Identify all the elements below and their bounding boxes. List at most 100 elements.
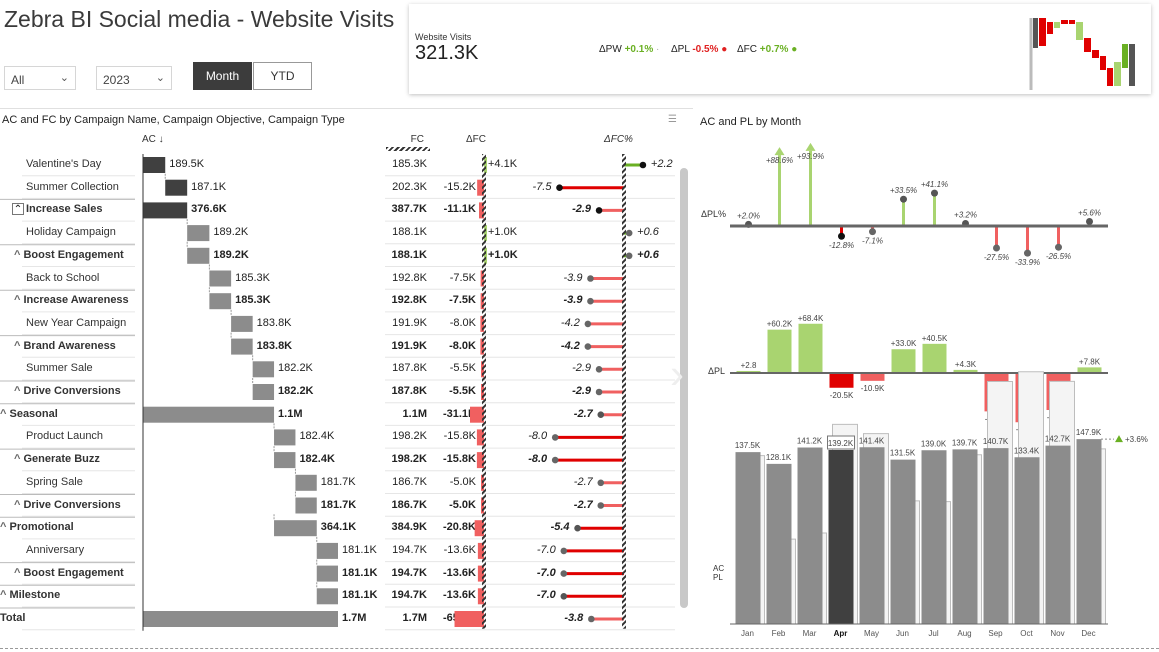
- col-header-ac[interactable]: AC ↓: [142, 134, 164, 145]
- fc-hatch-marker: [386, 147, 430, 151]
- collapse-icon[interactable]: ^: [0, 521, 10, 534]
- campaign-filter-dropdown[interactable]: All ⌄: [4, 66, 76, 90]
- collapse-icon[interactable]: ^: [14, 385, 24, 397]
- collapse-icon[interactable]: ^: [14, 453, 24, 466]
- ac-value-label: 181.1K: [342, 566, 378, 579]
- dfc-value: +4.1K: [488, 158, 518, 170]
- chart-options-icon[interactable]: ☰: [668, 114, 677, 125]
- collapse-icon[interactable]: ^: [14, 566, 24, 579]
- fc-value: 387.7K: [391, 203, 427, 216]
- ac-value-label: 1.1M: [278, 407, 303, 420]
- table-row-group[interactable]: ⌃ Increase Sales 376.6K 387.7K -11.1K -2.9: [0, 199, 675, 221]
- delta-pw: ΔPW +0.1% ·: [599, 44, 660, 55]
- delta-fc-label: ΔFC: [737, 44, 758, 55]
- table-row-group[interactable]: ^ Boost Engagement 189.2K 188.1K +1.0K +0.6: [0, 245, 675, 267]
- dfc-value: -5.0K: [449, 475, 476, 488]
- collapse-icon[interactable]: ^: [14, 294, 24, 307]
- dpl-bar: [1077, 367, 1102, 373]
- table-row-group[interactable]: ^ Drive Conversions 181.7K 186.7K -5.0K -2.7: [0, 495, 675, 517]
- collapse-icon[interactable]: ^: [14, 248, 24, 261]
- table-row-group[interactable]: ^ Boost Engagement 181.1K 194.7K -13.6K -7.0: [0, 563, 675, 585]
- ac-bar: [252, 361, 275, 378]
- expand-box-icon[interactable]: ⌃: [12, 203, 24, 216]
- dfcp-value: -8.0: [528, 453, 548, 466]
- collapse-icon[interactable]: ^: [14, 339, 24, 352]
- spark-bar: [1061, 20, 1068, 24]
- right-chart-svg: ΔPL% +2.0% +88.6% +93.9% -12.8% -7.1% +33.5% +4…: [701, 142, 1148, 638]
- dpl-pct-label: -7.1%: [862, 237, 883, 246]
- dfc-bar: [454, 611, 484, 627]
- dfc-value: -5.5K: [449, 362, 476, 375]
- dfc-value: -7.5K: [449, 271, 476, 284]
- ac-value-label: 182.2K: [278, 362, 313, 375]
- collapse-icon[interactable]: ^: [0, 589, 10, 602]
- year-filter-dropdown[interactable]: 2023 ⌄: [96, 66, 172, 90]
- dfcp-dot: [587, 275, 594, 282]
- row-name: Back to School: [26, 271, 100, 284]
- chevron-down-icon: ⌄: [155, 72, 165, 84]
- ac-bar: [766, 463, 792, 624]
- dfcp-dot: [584, 343, 592, 350]
- ac-value-label: 181.7K: [320, 475, 356, 488]
- row-label-wrap: ^ Milestone: [0, 589, 60, 601]
- row-name: Drive Conversions: [23, 498, 121, 511]
- delta-pl-value: -0.5%: [692, 44, 719, 55]
- table-row-group[interactable]: ^ Promotional 364.1K 384.9K -20.8K -5.4: [0, 517, 675, 539]
- fc-value: 188.1K: [391, 248, 427, 261]
- month-tick: Dec: [1081, 629, 1095, 638]
- table-row-group[interactable]: ^ Brand Awareness 183.8K 191.9K -8.0K -4.2: [0, 336, 675, 358]
- ac-bar: [316, 542, 338, 559]
- ac-value-label: 185.3K: [235, 294, 271, 307]
- table-row-group[interactable]: ^ Milestone 181.1K 194.7K -13.6K -7.0: [0, 585, 675, 607]
- dfc-value: -13.6K: [442, 566, 476, 579]
- dfcp-value: -7.0: [536, 589, 556, 602]
- table-row-group[interactable]: ^ Increase Awareness 185.3K 192.8K -7.5K -3.…: [0, 290, 675, 312]
- dfcp-dot: [597, 502, 605, 509]
- dfc-value: -31.1K: [442, 407, 476, 420]
- dfc-value: +1.0K: [488, 226, 518, 239]
- year-filter-value: 2023: [103, 73, 130, 87]
- fc-value: 194.7K: [392, 543, 427, 556]
- vertical-scrollbar[interactable]: [680, 168, 688, 608]
- dfcp-value: +2.2: [650, 158, 673, 170]
- ac-value-label: 185.3K: [235, 271, 270, 284]
- dpl-bar: [860, 373, 885, 381]
- spark-bar: [1092, 50, 1099, 58]
- row-name: Promotional: [9, 521, 74, 534]
- delta-pl: ΔPL -0.5% ●: [671, 44, 727, 55]
- month-tick: Nov: [1050, 629, 1064, 638]
- ac-bar: [1014, 457, 1040, 624]
- collapse-icon[interactable]: ^: [0, 407, 10, 420]
- dfcp-axis: [622, 154, 626, 629]
- ac-value-label: 147.9K: [1076, 428, 1102, 437]
- table-row-group[interactable]: ^ Generate Buzz 182.4K 198.2K -15.8K -8.0: [0, 449, 675, 471]
- section-divider: [0, 108, 693, 109]
- row-name: Increase Awareness: [23, 294, 129, 307]
- fc-value: 1.1M: [402, 407, 427, 420]
- dfcp-value: +0.6: [637, 248, 659, 261]
- dpl-pct-dot: [1086, 218, 1093, 226]
- spark-bar: [1054, 22, 1060, 28]
- kpi-card: Website Visits 321.3K ΔPW +0.1% · ΔPL -0…: [409, 4, 1151, 94]
- row-name: Brand Awareness: [23, 339, 116, 352]
- ytd-button[interactable]: YTD: [253, 62, 312, 90]
- table-row: Anniversary 181.1K 194.7K -13.6K -7.0: [0, 540, 675, 562]
- table-row: Summer Collection 187.1K 202.3K -15.2K -7.5: [0, 177, 675, 199]
- chevron-right-icon[interactable]: ›: [670, 350, 684, 397]
- ac-value-label: 182.4K: [299, 430, 335, 443]
- table-row-group[interactable]: ^ Seasonal 1.1M 1.1M -31.1K -2.7: [0, 404, 675, 426]
- delta-pw-value: +0.1%: [624, 44, 654, 55]
- dfc-value: -15.2K: [443, 180, 476, 193]
- dpl-label: +60.2K: [767, 320, 793, 329]
- ac-bar: [295, 497, 317, 514]
- collapse-icon[interactable]: ^: [14, 498, 24, 511]
- month-button[interactable]: Month: [193, 62, 252, 90]
- ac-value-label: 376.6K: [191, 203, 227, 216]
- ac-bar: [1045, 445, 1071, 624]
- table-row-group[interactable]: ^ Drive Conversions 182.2K 187.8K -5.5K -2.9: [0, 381, 675, 403]
- fc-value: 202.3K: [392, 180, 427, 193]
- left-chart-title: AC and FC by Campaign Name, Campaign Obj…: [2, 114, 345, 126]
- table-row: Valentine's Day 189.5K 185.3K +4.1K +2.2: [0, 154, 675, 176]
- dfc-value: -5.0K: [449, 498, 476, 511]
- dpl-pct-label: -27.5%: [984, 253, 1009, 262]
